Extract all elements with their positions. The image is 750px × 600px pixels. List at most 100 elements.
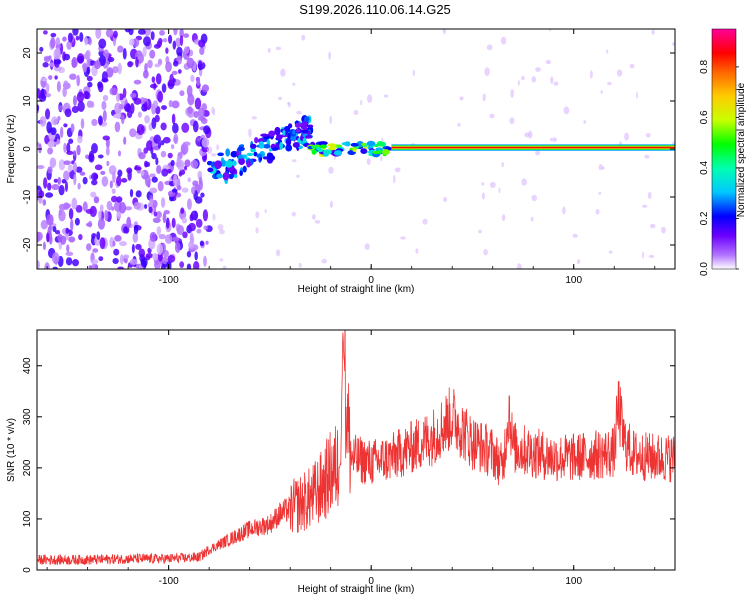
heatmap-noise-blob: [115, 92, 120, 102]
heatmap-faint-blob: [298, 262, 302, 268]
heatmap-onset-blob: [344, 141, 351, 147]
heatmap-noise-blob: [98, 256, 104, 262]
heatmap-noise-blob: [45, 93, 52, 98]
heatmap-faint-blob: [292, 159, 297, 163]
heatmap-transition-blob: [302, 137, 307, 144]
heatmap-transition-blob: [217, 152, 224, 157]
heatmap-noise-blob: [176, 185, 182, 191]
heatmap-noise-blob: [76, 91, 85, 103]
heatmap-faint-blob: [510, 88, 514, 98]
x-tick-label: -100: [159, 576, 179, 587]
heatmap-noise-blob: [112, 258, 119, 265]
heatmap-noise-blob: [45, 108, 51, 120]
heatmap-noise-blob: [186, 263, 192, 269]
heatmap-faint-blob: [400, 236, 406, 240]
heatmap-noise-blob: [69, 73, 77, 80]
colorbar-tick-label: 0.4: [699, 161, 710, 175]
heatmap-noise-blob: [107, 56, 115, 63]
heatmap-noise-blob: [53, 59, 62, 65]
x-tick-label: 100: [565, 576, 582, 587]
heatmap-noise-blob: [86, 75, 93, 82]
heatmap-noise-blob: [177, 69, 182, 74]
heatmap-noise-blob: [144, 115, 151, 124]
heatmap-faint-blob: [481, 181, 485, 186]
heatmap-faint-blob: [264, 209, 267, 214]
heatmap-transition-blob: [225, 148, 230, 157]
heatmap-noise-blob: [93, 196, 100, 204]
heatmap-noise-blob: [171, 100, 180, 109]
colorbar-label: Normalized spectral amplitude: [736, 82, 747, 217]
heatmap-faint-blob: [549, 29, 552, 32]
heatmap-noise-blob: [126, 216, 132, 229]
heatmap-noise-blob: [93, 173, 99, 180]
snr-frame: [36, 329, 676, 571]
heatmap-noise-blob: [77, 182, 81, 190]
heatmap-noise-blob: [101, 100, 107, 111]
heatmap-noise-blob: [172, 40, 177, 50]
heatmap-noise-blob: [175, 37, 181, 48]
heatmap-transition-blob: [214, 160, 223, 169]
heatmap-transition-blob: [282, 129, 286, 136]
heatmap-noise-blob: [157, 90, 164, 103]
heatmap-noise-blob: [194, 251, 198, 261]
heatmap-noise-blob: [41, 77, 48, 82]
heatmap-noise-blob: [138, 152, 146, 160]
heatmap-noise-blob: [188, 222, 196, 232]
heatmap-faint-blob: [412, 69, 416, 76]
heatmap-noise-blob: [170, 144, 175, 150]
heatmap-noise-blob: [148, 206, 153, 213]
heatmap-noise-blob: [137, 111, 142, 118]
heatmap-transition-blob: [207, 167, 214, 173]
heatmap-noise-blob: [198, 39, 206, 48]
heatmap-noise-blob: [39, 116, 47, 127]
heatmap-noise-blob: [54, 75, 58, 80]
heatmap-noise-blob: [129, 188, 134, 198]
heatmap-faint-blob: [296, 110, 302, 115]
heatmap-noise-blob: [104, 209, 109, 222]
heatmap-faint-blob: [521, 178, 527, 186]
heatmap-noise-blob: [97, 154, 104, 159]
heatmap-noise-blob: [197, 107, 205, 119]
heatmap-transition-blob: [256, 153, 262, 158]
heatmap-noise-blob: [51, 183, 60, 191]
heatmap-faint-blob: [481, 192, 485, 200]
heatmap-faint-blob: [483, 249, 488, 256]
heatmap-noise-blob: [37, 104, 40, 112]
heatmap-faint-blob: [545, 59, 551, 65]
heatmap-onset-blob: [311, 149, 317, 155]
heatmap-noise-blob: [151, 199, 158, 209]
heatmap-noise-blob: [47, 147, 54, 155]
heatmap-noise-blob: [178, 172, 182, 177]
heatmap-noise-blob: [127, 61, 133, 68]
heatmap-noise-blob: [110, 195, 118, 203]
heatmap-noise-blob: [47, 182, 52, 191]
heatmap-faint-blob: [498, 187, 501, 194]
heatmap-faint-blob: [267, 48, 271, 54]
heatmap-noise-blob: [170, 159, 175, 167]
heatmap-noise-blob: [124, 103, 131, 113]
colorbar-tick-label: 0.6: [699, 110, 710, 124]
heatmap-noise-blob: [46, 121, 52, 134]
heatmap-noise-blob: [160, 197, 166, 208]
heatmap-faint-blob: [329, 115, 333, 124]
heatmap-transition-blob: [307, 124, 314, 129]
heatmap-faint-blob: [328, 166, 334, 174]
snr-series-line: [37, 330, 675, 566]
heatmap-faint-blob: [364, 243, 370, 250]
heatmap-faint-blob: [380, 155, 383, 162]
heatmap-noise-blob: [38, 143, 42, 154]
heatmap-noise-blob: [181, 187, 189, 193]
heatmap-noise-blob: [51, 116, 59, 126]
heatmap-faint-blob: [383, 94, 389, 98]
heatmap-noise-blob: [151, 152, 157, 160]
heatmap-noise-blob: [113, 30, 118, 39]
heatmap-noise-blob: [50, 37, 56, 49]
heatmap-noise-blob: [167, 152, 173, 159]
heatmap-faint-blob: [550, 76, 554, 84]
heatmap-noise-blob: [71, 197, 78, 210]
heatmap-noise-blob: [79, 171, 86, 176]
heatmap-noise-blob: [58, 105, 63, 112]
heatmap-faint-blob: [442, 29, 447, 35]
heatmap-noise-blob: [62, 51, 66, 62]
heatmap-noise-blob: [94, 164, 103, 171]
